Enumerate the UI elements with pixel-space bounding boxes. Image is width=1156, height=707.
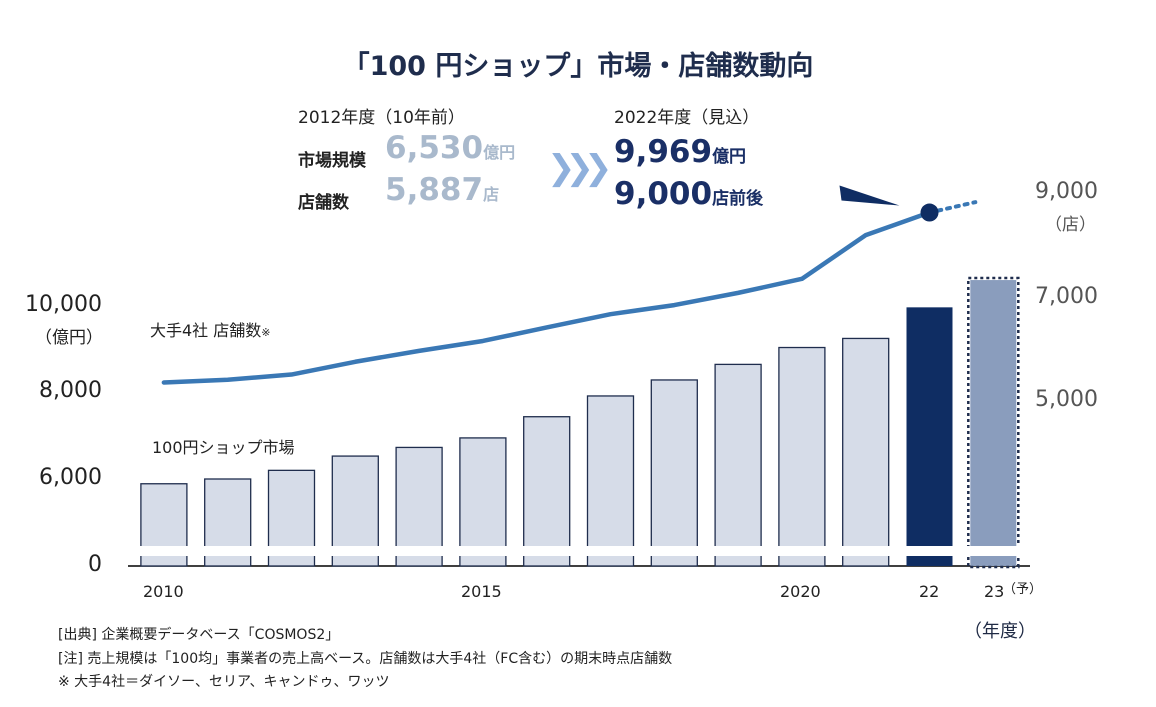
left-axis-tick: 6,000 [39, 465, 102, 490]
store-count-line [161, 210, 932, 385]
note-definition: ※ 大手4社＝ダイソー、セリア、キャンドゥ、ワッツ [58, 674, 390, 690]
forecast-bar-outline [967, 276, 1020, 569]
chevron-right-arrow-icon: ❯❯❯ [547, 148, 613, 188]
right-axis-tick: 5,000 [1035, 387, 1098, 412]
left-axis-tick: 0 [88, 552, 102, 577]
x-axis-unit: （年度） [964, 621, 1036, 642]
bar-2019 [714, 363, 762, 567]
chart-title: 「100 円ショップ」市場・店舗数動向 [342, 51, 814, 82]
bar-2022 [906, 307, 953, 566]
before-market-value: 6,530 [385, 130, 484, 166]
after-market-unit: 億円 [712, 147, 747, 167]
left-axis-tick: 10,000 [25, 292, 102, 317]
x-tick-label: 23 [984, 582, 1005, 601]
right-axis-tick: 9,000 [1035, 179, 1098, 204]
left-axis-unit: （億円） [35, 328, 103, 348]
bar-2015 [459, 437, 507, 567]
line-series-label: 大手4社 店舗数※ [150, 317, 271, 341]
forecast-mark: （予） [1003, 582, 1043, 597]
after-market-value: 9,969 [614, 134, 713, 170]
note-remark: [注] 売上規模は「100均」事業者の売上高ベース。店舗数は大手4社（FC含む）… [58, 651, 673, 667]
right-axis-tick: 7,000 [1035, 284, 1098, 309]
left-axis-tick: 8,000 [39, 378, 102, 403]
bar-2017 [586, 395, 635, 567]
pointer-wedge-icon [839, 185, 900, 206]
after-stores-value: 9,000 [614, 176, 713, 212]
line-series-mark: ※ [261, 326, 271, 339]
after-stores-unit: 店前後 [712, 189, 764, 209]
note-source: [出典] 企業概要データベース「COSMOS2」 [58, 627, 340, 643]
bar-2016 [523, 416, 571, 567]
before-market-label: 市場規模 [298, 151, 366, 171]
right-axis-unit: （店） [1045, 215, 1096, 235]
before-stores-unit: 店 [483, 185, 500, 204]
current-year-marker [920, 203, 939, 222]
after-header: 2022年度（見込） [614, 108, 760, 128]
bar-2021 [842, 337, 890, 567]
before-header: 2012年度（10年前） [298, 108, 465, 128]
before-stores-label: 店舗数 [298, 193, 349, 213]
bar-series-label: 100円ショップ市場 [152, 438, 295, 457]
x-tick-label: 2010 [143, 582, 184, 601]
x-tick-label: 2020 [780, 582, 821, 601]
bar-2020 [778, 346, 826, 567]
before-stores-value: 5,887 [385, 172, 484, 208]
axis-break-band [128, 546, 1028, 556]
x-tick-label: 22 [919, 582, 940, 601]
before-market-unit: 億円 [483, 143, 516, 162]
line-series-name: 大手4社 店舗数 [150, 321, 262, 340]
bar-2018 [650, 379, 698, 567]
x-tick-label: 2015 [461, 582, 502, 601]
bar-2023 [970, 280, 1017, 566]
